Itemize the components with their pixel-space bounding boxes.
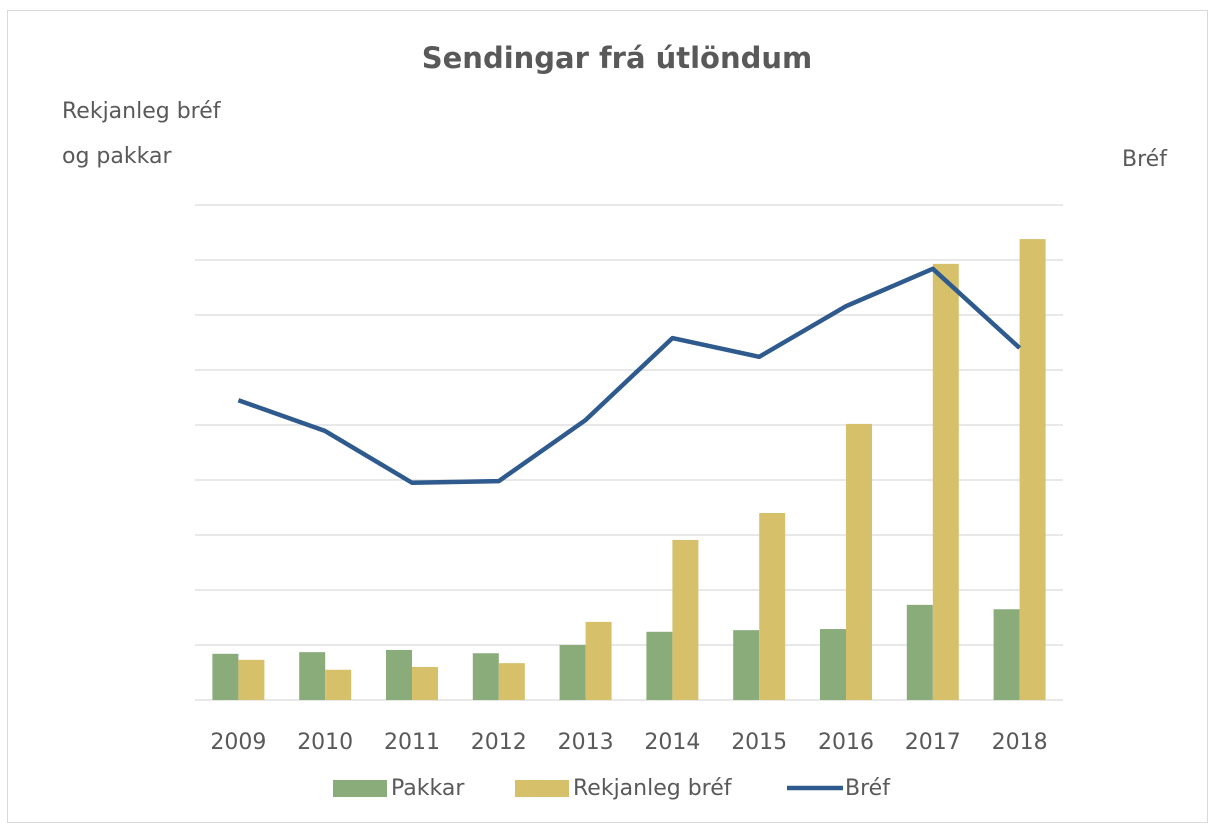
bar [733, 630, 760, 700]
x-tick-label: 2012 [471, 730, 527, 755]
bar [386, 649, 412, 700]
bar [238, 659, 265, 700]
legend-label: Pakkar [391, 776, 465, 801]
bar [759, 513, 786, 700]
x-tick-label: 2010 [297, 730, 353, 755]
bar [846, 423, 872, 700]
x-tick-label: 2015 [731, 730, 787, 755]
bar [993, 609, 1020, 700]
x-tick-label: 2014 [644, 730, 700, 755]
bar [646, 631, 673, 700]
bar [472, 653, 499, 700]
y2-axis-title: Bréf [1122, 147, 1168, 172]
bar [412, 667, 438, 700]
x-tick-label: 2016 [818, 730, 874, 755]
x-tick-label: 2009 [210, 730, 266, 755]
y-axis-title: og pakkar [62, 144, 172, 169]
bar [212, 653, 239, 700]
bar [932, 263, 959, 700]
bar [672, 539, 699, 700]
bar [906, 604, 933, 700]
x-tick-label: 2017 [905, 730, 961, 755]
chart-title: Sendingar frá útlöndum [422, 41, 813, 75]
bar [559, 645, 586, 700]
bar [1019, 239, 1046, 700]
bar [325, 669, 352, 700]
legend-label: Rekjanleg bréf [573, 776, 733, 801]
legend-swatch [515, 780, 569, 797]
x-tick-label: 2011 [384, 730, 440, 755]
line [237, 266, 1022, 485]
legend-label: Bréf [845, 776, 891, 801]
bar [299, 652, 326, 700]
bar [498, 663, 525, 700]
y-axis-title: Rekjanleg bréf [62, 99, 222, 124]
x-tick-label: 2018 [992, 730, 1048, 755]
bar [820, 629, 846, 700]
bar [585, 621, 612, 700]
legend-swatch [333, 780, 387, 797]
x-tick-label: 2013 [558, 730, 614, 755]
